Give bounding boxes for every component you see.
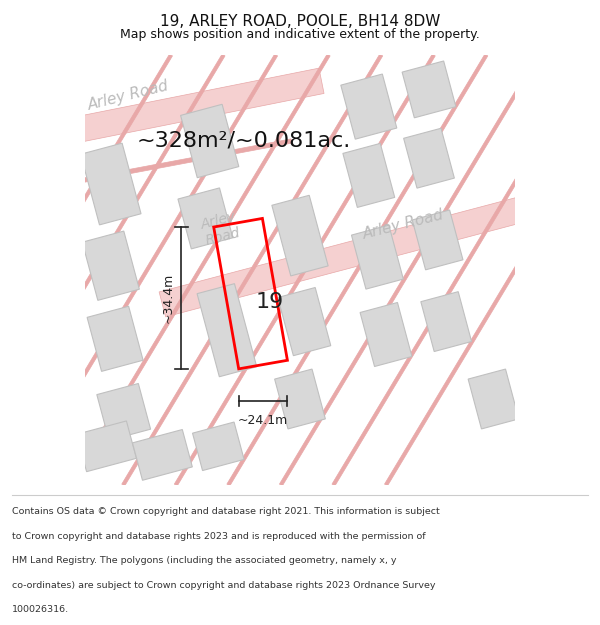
Polygon shape [343,143,395,208]
Polygon shape [159,193,540,317]
Text: to Crown copyright and database rights 2023 and is reproduced with the permissio: to Crown copyright and database rights 2… [12,532,425,541]
Polygon shape [341,74,397,139]
Polygon shape [402,61,456,118]
Polygon shape [412,210,463,270]
Text: co-ordinates) are subject to Crown copyright and database rights 2023 Ordnance S: co-ordinates) are subject to Crown copyr… [12,581,436,590]
Text: HM Land Registry. The polygons (including the associated geometry, namely x, y: HM Land Registry. The polygons (includin… [12,556,397,566]
Text: 19: 19 [256,292,284,312]
Polygon shape [77,421,136,472]
Polygon shape [197,284,257,377]
Text: ~328m²/~0.081ac.: ~328m²/~0.081ac. [137,131,351,151]
Polygon shape [133,429,193,480]
Polygon shape [280,54,541,486]
Polygon shape [332,54,593,486]
Text: Arley
Road: Arley Road [199,210,242,248]
Polygon shape [181,104,239,177]
Polygon shape [17,54,278,486]
Polygon shape [178,188,233,249]
Polygon shape [193,422,244,471]
Polygon shape [82,231,139,301]
Polygon shape [468,369,519,429]
Polygon shape [63,139,292,186]
Text: Contains OS data © Crown copyright and database right 2021. This information is : Contains OS data © Crown copyright and d… [12,508,440,516]
Polygon shape [87,306,143,371]
Polygon shape [275,369,325,429]
Polygon shape [404,128,454,188]
Text: 100026316.: 100026316. [12,606,69,614]
Text: ~34.4m: ~34.4m [161,273,174,323]
Polygon shape [278,288,331,356]
Text: Arley Road: Arley Road [86,79,170,113]
Text: Map shows position and indicative extent of the property.: Map shows position and indicative extent… [120,28,480,41]
Polygon shape [69,54,330,486]
Polygon shape [227,54,488,486]
Text: 19, ARLEY ROAD, POOLE, BH14 8DW: 19, ARLEY ROAD, POOLE, BH14 8DW [160,14,440,29]
Polygon shape [360,302,412,366]
Polygon shape [421,292,472,351]
Polygon shape [175,54,435,486]
Polygon shape [61,68,324,145]
Polygon shape [0,54,172,486]
Text: Arley Road: Arley Road [361,208,445,242]
Polygon shape [352,225,403,289]
Polygon shape [122,54,383,486]
Text: ~24.1m: ~24.1m [238,414,288,427]
Polygon shape [272,195,328,276]
Polygon shape [80,143,141,225]
Polygon shape [97,384,151,440]
Polygon shape [385,54,600,486]
Polygon shape [0,54,225,486]
